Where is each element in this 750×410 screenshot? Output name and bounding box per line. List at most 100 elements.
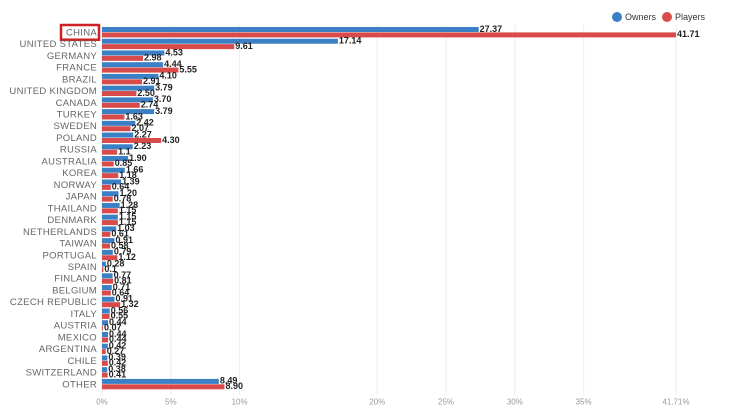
legend-owners-swatch [612, 12, 622, 22]
bar-owners [102, 249, 113, 255]
bar-players [102, 149, 118, 155]
bar-owners [102, 191, 119, 197]
value-label-owners: 1.03 [117, 223, 135, 233]
category-label: NETHERLANDS [23, 227, 97, 238]
bar-owners [102, 73, 159, 79]
bar-owners [102, 27, 479, 32]
highlight-box [59, 23, 101, 41]
value-label-owners: 0.38 [108, 364, 126, 374]
value-label-players: 0.27 [107, 346, 125, 356]
value-label-players: 1.18 [119, 170, 137, 180]
bar-owners [102, 343, 108, 349]
category-label: POLAND [56, 133, 97, 144]
bar-players [102, 44, 235, 50]
bar-players [102, 55, 144, 61]
bar-players [102, 32, 676, 38]
bar-players [102, 67, 179, 73]
value-label-players: 4.30 [162, 135, 180, 145]
value-label-players: 0.64 [112, 287, 130, 297]
category-label: TAIWAN [59, 239, 97, 250]
value-label-players: 1.15 [119, 205, 137, 215]
value-label-owners: 0.44 [109, 329, 127, 339]
category-label: RUSSIA [60, 145, 98, 156]
bar-players [102, 267, 104, 272]
value-label-players: 1.15 [119, 217, 137, 227]
x-tick-label: 10% [232, 398, 248, 407]
x-tick-label: 25% [438, 398, 454, 407]
value-label-owners: 0.71 [113, 282, 131, 292]
bar-owners [102, 355, 108, 361]
category-label: UNITED KINGDOM [9, 86, 97, 97]
value-label-owners: 3.70 [154, 94, 172, 104]
bar-owners [102, 62, 164, 68]
value-label-players: 0.44 [109, 334, 127, 344]
bar-players [102, 278, 114, 284]
value-label-players: 41.71 [677, 29, 700, 39]
value-label-owners: 2.42 [136, 118, 154, 128]
value-label-owners: 4.53 [165, 47, 183, 57]
value-label-players: 0.55 [111, 311, 129, 321]
x-tick-label: 0% [96, 398, 108, 407]
grid-lines [101, 25, 677, 395]
bar-players [102, 184, 111, 190]
value-label-players: 1.63 [125, 111, 143, 121]
legend-players-label: Players [675, 12, 706, 22]
value-label-players: 5.55 [179, 64, 197, 74]
category-label: CZECH REPUBLIC [10, 297, 97, 308]
category-label: SWEDEN [54, 121, 98, 132]
value-label-players: 2.50 [137, 88, 155, 98]
bar-players [102, 102, 140, 108]
bar-owners [102, 132, 134, 138]
category-label: BRAZIL [62, 74, 97, 85]
value-label-owners: 1.39 [122, 176, 140, 186]
value-label-owners: 0.42 [109, 341, 127, 351]
bar-owners [102, 167, 125, 173]
value-label-players: 2.98 [144, 53, 162, 63]
category-label: THAILAND [48, 203, 97, 214]
value-label-players: 1.1 [118, 147, 131, 157]
bar-owners [102, 367, 108, 373]
value-label-owners: 27.37 [480, 24, 503, 34]
value-label-players: 0.41 [109, 369, 127, 379]
bar-owners [102, 214, 118, 220]
category-label: AUSTRIA [54, 321, 98, 332]
bar-owners [102, 285, 112, 291]
value-label-owners: 4.44 [164, 59, 182, 69]
bar-owners [102, 144, 133, 150]
bar-players [102, 290, 111, 296]
x-tick-label: 35% [576, 398, 592, 407]
category-label: GERMANY [47, 51, 97, 62]
value-label-owners: 0.56 [111, 305, 129, 315]
value-label-owners: 0.79 [114, 247, 132, 257]
value-label-players: 0.85 [115, 158, 133, 168]
bar-players [102, 220, 118, 226]
category-label: BELGIUM [52, 285, 97, 296]
value-label-players: 8.90 [225, 381, 243, 391]
value-label-players: 0.64 [112, 182, 130, 192]
bar-players [102, 137, 162, 143]
bar-players [102, 243, 110, 249]
bars: 27.3741.7117.149.614.532.984.445.554.102… [102, 24, 700, 391]
bar-players [102, 126, 131, 132]
category-label: OTHER [62, 379, 97, 390]
bar-owners [102, 378, 219, 384]
bar-owners [102, 331, 109, 337]
value-label-owners: 1.66 [126, 165, 144, 175]
value-label-owners: 2.27 [134, 129, 152, 139]
value-label-owners: 3.79 [155, 106, 173, 116]
category-label: SPAIN [68, 262, 97, 273]
category-label: CHINA [66, 27, 97, 38]
x-tick-label: 30% [507, 398, 523, 407]
bar-players [102, 360, 108, 366]
value-label-players: 0.42 [109, 358, 127, 368]
bar-owners [102, 296, 115, 302]
value-label-owners: 0.91 [116, 294, 134, 304]
value-label-players: 0.78 [114, 193, 132, 203]
category-label: PORTUGAL [43, 250, 98, 261]
category-label: MEXICO [58, 332, 97, 343]
bar-owners [102, 156, 129, 162]
value-label-owners: 0.44 [109, 317, 127, 327]
category-label: SWITZERLAND [26, 368, 97, 379]
